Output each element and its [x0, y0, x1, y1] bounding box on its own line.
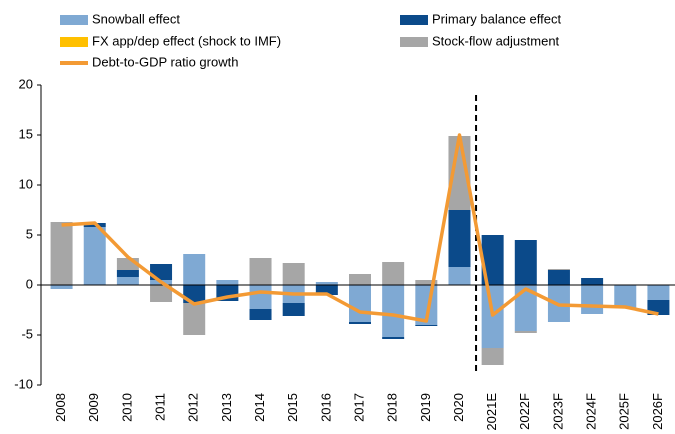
- x-tick-label: 2024F: [584, 393, 599, 430]
- bar-segment: [415, 280, 438, 285]
- x-tick-label: 2019: [418, 393, 433, 422]
- bar-segment: [315, 285, 338, 295]
- x-tick-label: 2009: [86, 393, 101, 422]
- x-tick-label: 2016: [318, 393, 333, 422]
- x-tick-label: 2021E: [484, 393, 499, 431]
- bar-segment: [282, 263, 305, 285]
- x-tick-label: 2010: [119, 393, 134, 422]
- bar-segment: [581, 285, 604, 314]
- legend-label: FX app/dep effect (shock to IMF): [92, 33, 281, 48]
- legend-label: Primary balance effect: [432, 11, 561, 26]
- bar-segment: [514, 240, 537, 285]
- bar-segment: [116, 277, 139, 285]
- bar-segment: [249, 309, 272, 320]
- bar-segment: [349, 285, 371, 322]
- x-tick-label: 2022F: [517, 393, 532, 430]
- y-tick-label: 0: [26, 276, 33, 291]
- bar-segment: [415, 325, 438, 326]
- x-tick-label: 2023F: [550, 393, 565, 430]
- bar-segment: [183, 254, 206, 285]
- bar-segment: [382, 285, 405, 337]
- bar-segment: [448, 136, 471, 210]
- bar-segment: [514, 285, 537, 331]
- x-tick-label: 2008: [53, 393, 68, 422]
- bar-segment: [448, 210, 471, 267]
- legend-label: Debt-to-GDP ratio growth: [92, 54, 238, 69]
- bar-segment: [514, 331, 537, 333]
- y-tick-label: -10: [14, 376, 33, 391]
- bar-segment: [581, 278, 604, 285]
- legend-label: Stock-flow adjustment: [432, 33, 560, 48]
- x-tick-label: 2014: [252, 393, 267, 422]
- legend-label: Snowball effect: [92, 11, 180, 26]
- bar-segment: [481, 348, 504, 365]
- y-tick-label: 15: [19, 126, 33, 141]
- bar-segment: [481, 235, 504, 285]
- line-series: [61, 133, 659, 323]
- x-tick-label: 2011: [152, 393, 167, 421]
- bar-segment: [382, 337, 405, 339]
- y-tick-label: -5: [21, 326, 33, 341]
- legend-swatch: [400, 15, 428, 25]
- legend-swatch: [400, 37, 428, 47]
- x-tick-label: 2017: [351, 393, 366, 422]
- bar-segment: [83, 227, 106, 285]
- legend-swatch: [60, 37, 88, 47]
- bar-segment: [448, 267, 471, 285]
- bar-segment: [315, 282, 338, 285]
- y-tick-label: 20: [19, 76, 33, 91]
- x-tick-label: 2025F: [617, 393, 632, 430]
- y-tick-label: 5: [26, 226, 33, 241]
- bar-segment: [50, 222, 73, 285]
- bar-segment: [50, 285, 73, 289]
- bar-segment: [150, 285, 173, 302]
- bar-segment: [547, 270, 570, 285]
- bar-segment: [349, 322, 371, 324]
- bar-segment: [249, 258, 272, 285]
- bar-segment: [183, 303, 206, 335]
- bar-segment: [282, 303, 305, 316]
- x-tick-label: 2018: [385, 393, 400, 422]
- bar-segment: [647, 285, 670, 300]
- bar-segment: [614, 285, 637, 308]
- bar-segment: [249, 285, 272, 309]
- bar-segment: [116, 270, 139, 277]
- bar-segment: [216, 280, 239, 285]
- bar-segment: [349, 274, 371, 285]
- y-tick-label: 10: [19, 176, 33, 191]
- x-tick-label: 2026F: [650, 393, 665, 430]
- bar-segment: [382, 262, 405, 285]
- bar-segment: [547, 269, 570, 270]
- x-tick-label: 2012: [186, 393, 201, 422]
- x-tick-label: 2013: [219, 393, 234, 422]
- x-tick-label: 2020: [451, 393, 466, 422]
- legend-swatch: [60, 15, 88, 25]
- x-tick-label: 2015: [285, 393, 300, 422]
